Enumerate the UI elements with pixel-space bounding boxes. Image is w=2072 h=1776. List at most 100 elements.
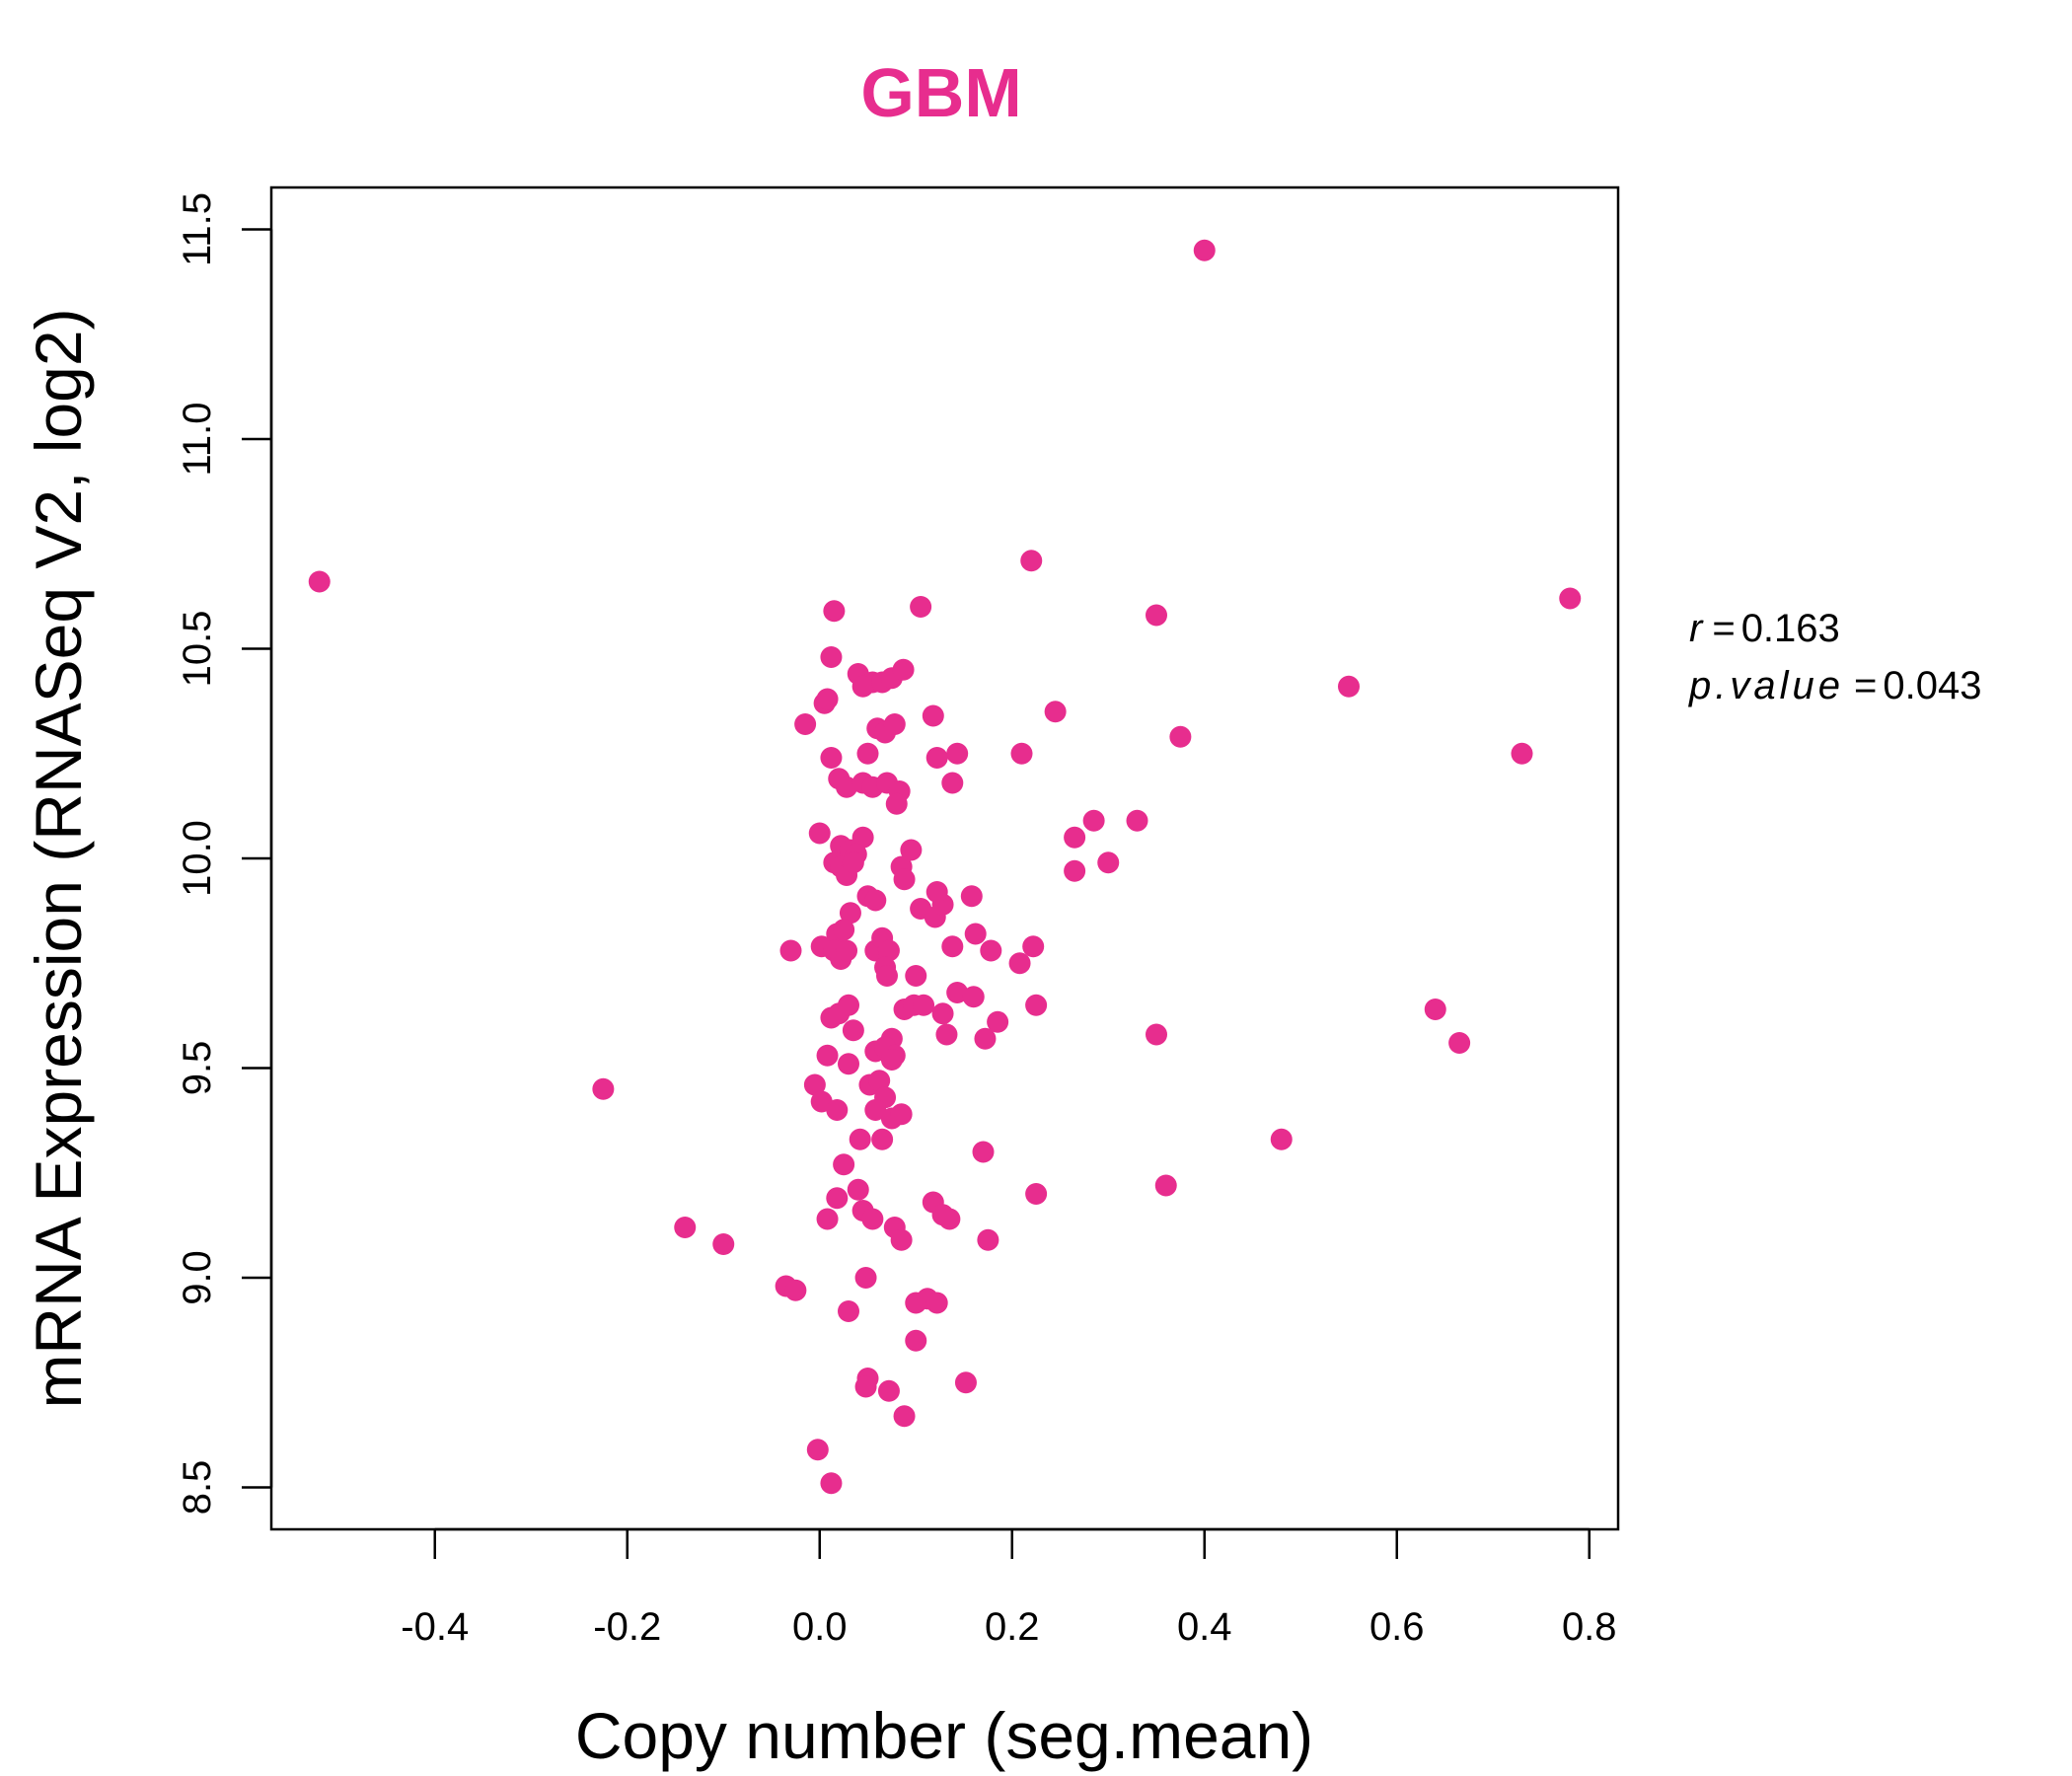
data-point	[1193, 239, 1216, 261]
data-point	[836, 939, 858, 962]
data-point	[1064, 859, 1086, 882]
data-point	[838, 994, 859, 1016]
data-point	[1448, 1032, 1471, 1054]
stat-p: p.value = 0.043	[1688, 664, 1981, 707]
data-point	[1008, 952, 1031, 975]
data-point	[851, 826, 874, 849]
y-tick-label: 9.0	[176, 1250, 219, 1305]
data-point	[885, 792, 908, 815]
stat-r-value: 0.163	[1741, 607, 1840, 650]
data-point	[960, 885, 983, 908]
data-point	[838, 1053, 859, 1075]
data-point	[890, 1103, 913, 1126]
data-point	[820, 1472, 843, 1495]
data-point	[1126, 809, 1148, 832]
y-tick-label: 11.5	[176, 192, 219, 266]
data-point	[842, 851, 864, 874]
y-tick-label: 8.5	[176, 1460, 219, 1516]
data-point	[847, 1178, 869, 1201]
data-point	[849, 1128, 871, 1150]
x-axis: -0.4 -0.2 0.0 0.2 0.4 0.6 0.8	[401, 1527, 1617, 1649]
stat-r-label: r	[1689, 607, 1704, 650]
data-point	[1146, 604, 1167, 627]
data-point	[838, 1300, 859, 1322]
y-tick-label: 10.5	[176, 611, 219, 688]
data-point	[674, 1217, 697, 1238]
data-point	[712, 1233, 735, 1255]
data-point	[856, 742, 879, 765]
data-points	[308, 239, 1582, 1495]
data-point	[833, 919, 855, 941]
data-point	[1044, 701, 1067, 723]
data-point	[1270, 1128, 1293, 1150]
data-point	[905, 1329, 927, 1352]
data-point	[1020, 550, 1043, 572]
data-point	[854, 1267, 877, 1289]
data-point	[925, 1292, 948, 1314]
stat-r-equals: =	[1712, 607, 1735, 650]
data-point	[893, 1405, 916, 1428]
data-point	[913, 994, 935, 1016]
data-point	[1022, 935, 1045, 958]
y-axis: 8.5 9.0 9.5 10.0 10.5 11.0 11.5	[176, 192, 273, 1516]
data-point	[871, 1128, 894, 1150]
data-point	[941, 772, 964, 794]
data-point	[962, 986, 985, 1008]
data-point	[851, 675, 874, 698]
data-point	[1154, 1174, 1177, 1197]
data-point	[823, 600, 846, 623]
x-tick-label: 0.4	[1177, 1605, 1232, 1649]
data-point	[1338, 675, 1360, 698]
data-point	[842, 1019, 864, 1042]
data-point	[938, 1208, 961, 1230]
data-point	[784, 1279, 807, 1301]
data-point	[925, 881, 948, 903]
data-point	[864, 1099, 887, 1121]
data-point	[1010, 742, 1033, 765]
data-point	[806, 1439, 829, 1461]
data-point	[861, 1208, 884, 1230]
y-tick-label: 10.0	[176, 820, 219, 897]
x-tick-label: -0.2	[593, 1605, 661, 1649]
stat-p-value: 0.043	[1883, 664, 1981, 707]
data-point	[1082, 809, 1105, 832]
data-point	[1146, 1023, 1167, 1046]
data-point	[883, 713, 906, 735]
x-tick-label: 0.0	[792, 1605, 848, 1649]
data-point	[890, 1228, 913, 1251]
data-point	[833, 1153, 855, 1176]
data-point	[980, 939, 1002, 962]
chart-title: GBM	[860, 54, 1021, 131]
x-tick-label: 0.2	[985, 1605, 1040, 1649]
data-point	[876, 965, 898, 987]
data-point	[1424, 999, 1446, 1020]
data-point	[893, 868, 916, 891]
data-point	[868, 1070, 891, 1092]
data-point	[1025, 1183, 1048, 1205]
data-point	[900, 839, 923, 861]
data-point	[820, 747, 843, 769]
data-point	[935, 1023, 958, 1046]
x-tick-label: -0.4	[401, 1605, 469, 1649]
stat-p-equals: =	[1854, 664, 1877, 707]
data-point	[779, 939, 802, 962]
data-point	[877, 1379, 900, 1402]
data-point	[816, 688, 839, 710]
data-point	[877, 939, 900, 962]
data-point	[972, 1141, 995, 1163]
data-point	[954, 1371, 977, 1394]
data-point	[864, 889, 887, 912]
data-point	[974, 1027, 997, 1050]
correlation-stats: r = 0.163 p.value = 0.043	[1688, 607, 1981, 707]
data-point	[839, 902, 861, 925]
data-point	[925, 747, 948, 769]
data-point	[910, 596, 932, 618]
data-point	[1511, 742, 1533, 765]
data-point	[905, 965, 927, 987]
y-tick-label: 9.5	[176, 1041, 219, 1096]
y-axis-title: mRNA Expression (RNASeq V2, log2)	[22, 308, 95, 1408]
stat-p-label: p.value	[1688, 664, 1844, 707]
data-point	[808, 822, 831, 845]
data-point	[946, 742, 969, 765]
